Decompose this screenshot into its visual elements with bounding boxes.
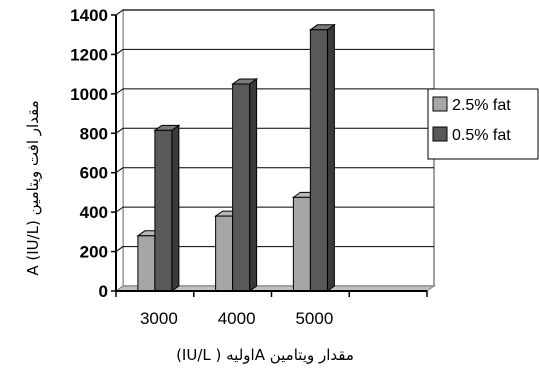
bars <box>136 23 336 292</box>
y-tick-label: 200 <box>80 243 108 262</box>
gridline-side <box>115 9 124 16</box>
gridline-side <box>115 88 124 95</box>
y-tick-label: 1200 <box>70 45 108 64</box>
legend-swatch <box>432 96 448 112</box>
legend: 2.5% fat 0.5% fat <box>427 88 539 160</box>
bar-side <box>326 23 335 292</box>
bar <box>231 78 259 292</box>
gridline-side <box>115 246 124 252</box>
gridline-side <box>115 206 124 213</box>
legend-swatch <box>432 126 448 142</box>
bar <box>308 23 336 292</box>
gridline-side <box>115 49 124 55</box>
x-tick-label: 5000 <box>295 309 333 328</box>
axes <box>111 14 428 297</box>
y-tick-label: 1400 <box>70 6 108 25</box>
x-axis-label: مقدار ویتامین Aاولیه ( IU/L) <box>176 346 354 364</box>
bar-front <box>292 196 311 292</box>
bar-front <box>137 235 156 292</box>
y-tick-label: 1000 <box>70 85 108 104</box>
gridline-side <box>115 127 124 134</box>
y-tick-label: 400 <box>80 203 108 222</box>
bar-front <box>215 215 234 292</box>
bar-front <box>309 29 328 292</box>
x-tick-label: 4000 <box>218 309 256 328</box>
y-axis-label: مقدار افت ویتامین A (IU/L) <box>24 100 42 275</box>
bar-side <box>171 124 180 292</box>
y-tick-label: 0 <box>99 282 108 301</box>
bar-side <box>249 78 258 292</box>
x-tick-labels: 3000 4000 5000 <box>140 309 333 328</box>
legend-label: 0.5% fat <box>452 127 511 144</box>
bar-front <box>154 129 173 292</box>
bar <box>153 124 181 292</box>
x-tick-label: 3000 <box>140 309 178 328</box>
gridline-side <box>115 167 124 174</box>
bar-front <box>232 83 251 292</box>
y-tick-labels: 0 200 400 600 800 1000 1200 1400 <box>70 6 108 301</box>
y-tick-label: 800 <box>80 124 108 143</box>
y-tick-label: 600 <box>80 164 108 183</box>
legend-label: 2.5% fat <box>452 97 511 114</box>
